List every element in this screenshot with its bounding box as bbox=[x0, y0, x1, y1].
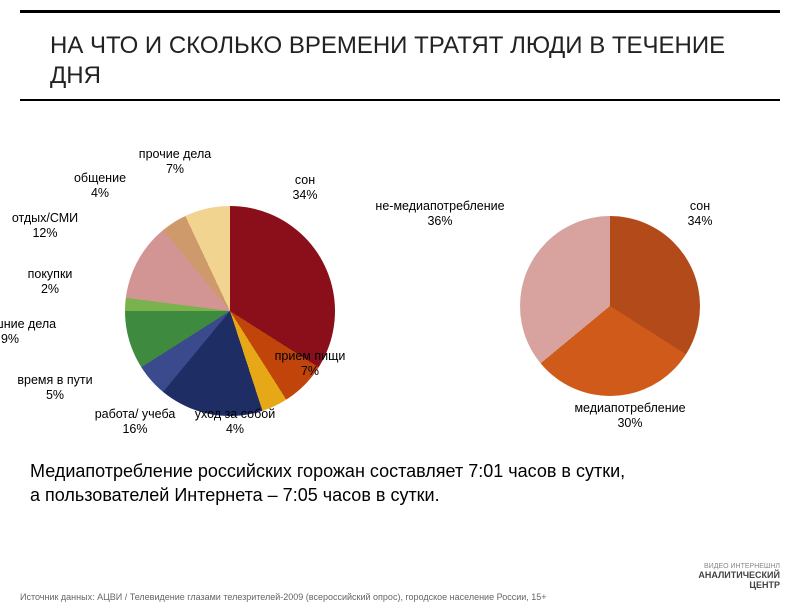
source-citation: Источник данных: АЦВИ / Телевидение глаз… bbox=[20, 592, 547, 602]
pie-chart bbox=[520, 216, 700, 396]
slice-percent: 30% bbox=[574, 416, 685, 431]
charts-area: сон34%прием пищи7%уход за собой4%работа/… bbox=[0, 111, 800, 451]
pie-slice-label: прочие дела7% bbox=[139, 147, 211, 177]
pie-slice-label: время в пути5% bbox=[17, 373, 92, 403]
slice-name: время в пути bbox=[17, 373, 92, 388]
pie-slice-label: работа/ учеба16% bbox=[95, 407, 176, 437]
slice-percent: 2% bbox=[28, 282, 73, 297]
pie-chart bbox=[125, 206, 335, 416]
slice-name: домашние дела bbox=[0, 317, 56, 332]
slice-name: общение bbox=[74, 171, 126, 186]
pie-slice-label: общение4% bbox=[74, 171, 126, 201]
logo-line1: АНАЛИТИЧЕСКИЙ bbox=[698, 570, 780, 580]
pie-right-container bbox=[520, 216, 700, 396]
summary-line-2: а пользователей Интернета – 7:05 часов в… bbox=[30, 483, 770, 507]
slice-percent: 36% bbox=[375, 214, 504, 229]
logo: ВИДЕО ИНТЕРНЕШНЛ АНАЛИТИЧЕСКИЙ ЦЕНТР bbox=[698, 563, 780, 590]
pie-slice-label: домашние дела9% bbox=[0, 317, 56, 347]
summary-line-1: Медиапотребление российских горожан сост… bbox=[30, 459, 770, 483]
pie-slice-label: не-медиапотребление36% bbox=[375, 199, 504, 229]
summary-text: Медиапотребление российских горожан сост… bbox=[0, 451, 800, 508]
pie-slice-label: сон34% bbox=[292, 173, 317, 203]
slice-percent: 4% bbox=[74, 186, 126, 201]
logo-prefix: ВИДЕО ИНТЕРНЕШНЛ bbox=[698, 563, 780, 570]
slice-name: работа/ учеба bbox=[95, 407, 176, 422]
pie-slice-label: сон34% bbox=[687, 199, 712, 229]
pie-slice-label: уход за собой4% bbox=[195, 407, 275, 437]
slice-name: уход за собой bbox=[195, 407, 275, 422]
slice-percent: 34% bbox=[687, 214, 712, 229]
slice-name: не-медиапотребление bbox=[375, 199, 504, 214]
slice-percent: 12% bbox=[12, 226, 78, 241]
logo-line2: ЦЕНТР bbox=[698, 580, 780, 590]
pie-left-container bbox=[125, 206, 335, 416]
slice-name: сон bbox=[687, 199, 712, 214]
slice-percent: 5% bbox=[17, 388, 92, 403]
slice-percent: 4% bbox=[195, 422, 275, 437]
pie-slice-label: прием пищи7% bbox=[275, 349, 346, 379]
slice-name: прием пищи bbox=[275, 349, 346, 364]
slice-percent: 7% bbox=[275, 364, 346, 379]
slice-percent: 7% bbox=[139, 162, 211, 177]
pie-slice-label: медиапотребление30% bbox=[574, 401, 685, 431]
slice-percent: 9% bbox=[0, 332, 56, 347]
slice-percent: 16% bbox=[95, 422, 176, 437]
pie-slice-label: отдых/СМИ12% bbox=[12, 211, 78, 241]
slice-percent: 34% bbox=[292, 188, 317, 203]
slice-name: прочие дела bbox=[139, 147, 211, 162]
slice-name: медиапотребление bbox=[574, 401, 685, 416]
slice-name: сон bbox=[292, 173, 317, 188]
page-title: НА ЧТО И СКОЛЬКО ВРЕМЕНИ ТРАТЯТ ЛЮДИ В Т… bbox=[50, 31, 750, 91]
pie-slice-label: покупки2% bbox=[28, 267, 73, 297]
title-container: НА ЧТО И СКОЛЬКО ВРЕМЕНИ ТРАТЯТ ЛЮДИ В Т… bbox=[20, 10, 780, 101]
slice-name: отдых/СМИ bbox=[12, 211, 78, 226]
slice-name: покупки bbox=[28, 267, 73, 282]
